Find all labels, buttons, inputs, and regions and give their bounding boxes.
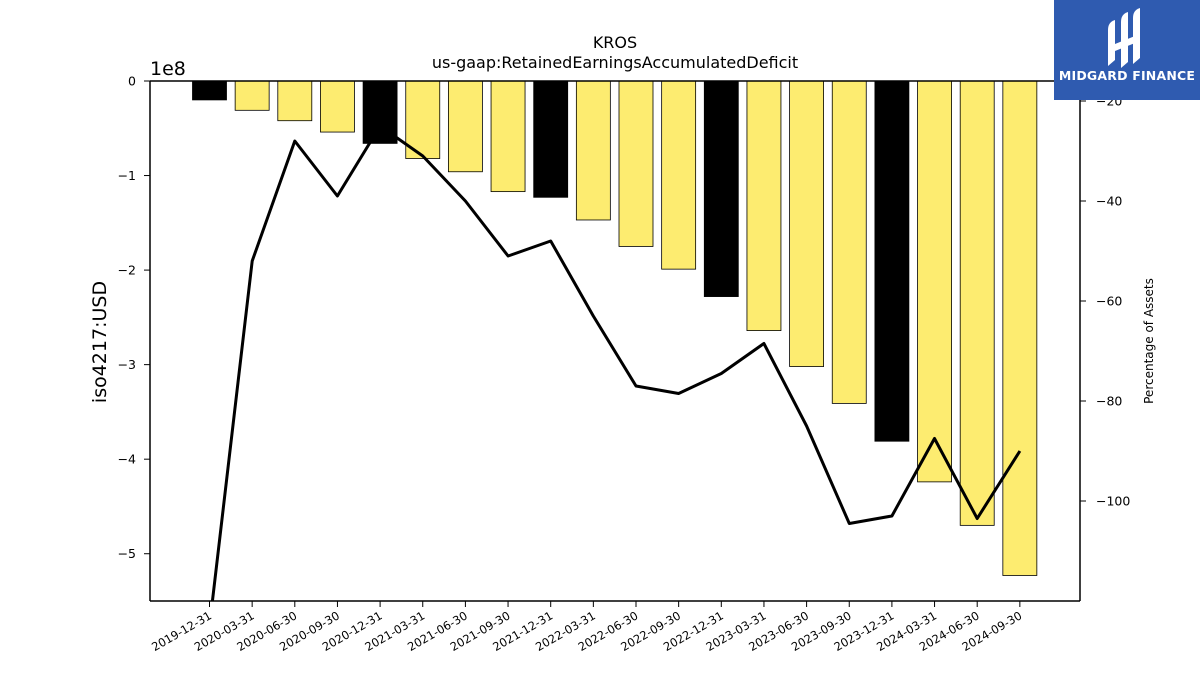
bar	[746, 80, 782, 332]
y-tick-label: 0	[128, 74, 136, 89]
bar	[831, 80, 867, 404]
y-tick-label: −2	[118, 263, 136, 278]
chart-subtitle: us-gaap:RetainedEarningsAccumulatedDefic…	[432, 53, 798, 72]
y-tick-label: −3	[118, 357, 136, 372]
bars-group	[192, 80, 1038, 576]
bar	[789, 80, 824, 367]
logo-text: MIDGARD FINANCE	[1058, 68, 1196, 83]
y2-tick-label: −60	[1096, 294, 1122, 309]
bar	[959, 80, 995, 526]
bar	[874, 80, 910, 442]
bar	[405, 80, 441, 159]
y2-tick-label: −100	[1096, 494, 1130, 509]
y-offset-label: 1e8	[150, 58, 186, 80]
bar	[1002, 80, 1038, 576]
bar	[618, 80, 654, 247]
bar	[277, 80, 313, 122]
bar	[447, 80, 483, 173]
bar	[575, 80, 611, 221]
bar	[192, 80, 227, 101]
bar	[490, 80, 526, 193]
y-tick-label: −5	[118, 546, 136, 561]
bar	[917, 80, 952, 483]
y-tick-label: −1	[118, 168, 136, 183]
bar	[320, 80, 355, 133]
y2-tick-label: −80	[1096, 394, 1122, 409]
midgard-finance-logo: MIDGARD FINANCE	[1054, 0, 1200, 100]
chart-title: KROS	[593, 33, 637, 52]
percentage-line	[210, 124, 1022, 601]
line-layer	[210, 124, 1022, 601]
bar	[661, 80, 697, 270]
y-tick-label: −4	[118, 452, 136, 467]
y-axis-label: iso4217:USD	[89, 281, 111, 403]
bar	[703, 80, 739, 297]
bar	[234, 80, 270, 111]
midgard-logo-icon	[1108, 8, 1140, 68]
y2-tick-label: −40	[1096, 194, 1122, 209]
y2-axis-label: Percentage of Assets	[1142, 278, 1156, 404]
bar	[533, 80, 569, 198]
